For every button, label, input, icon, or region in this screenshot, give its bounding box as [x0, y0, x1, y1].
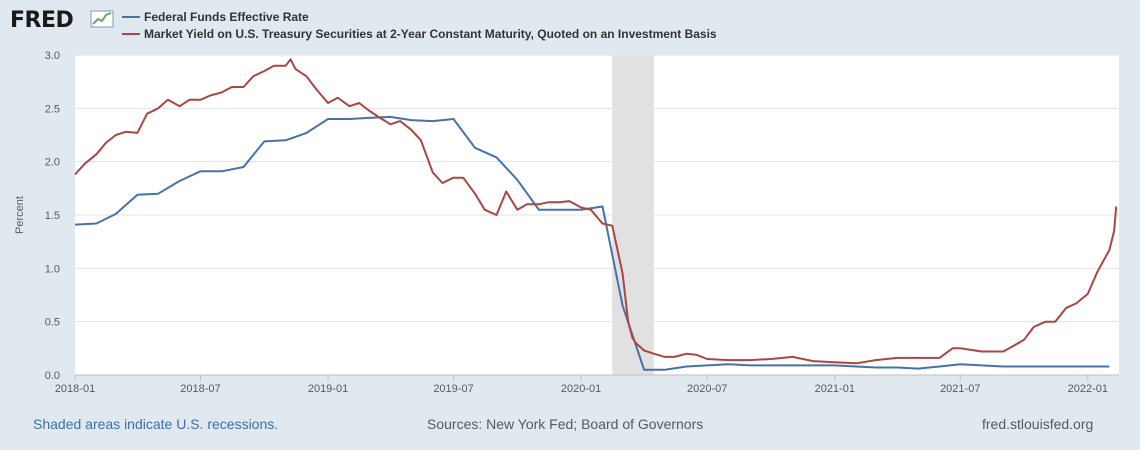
y-tick-label: 0.5 — [45, 317, 60, 329]
x-tick-label: 2020-01 — [561, 383, 601, 395]
legend-swatch-blue — [122, 16, 140, 18]
x-tick-label: 2021-07 — [940, 383, 980, 395]
y-tick-label: 3.0 — [45, 50, 60, 62]
x-tick-label: 2021-01 — [815, 383, 855, 395]
y-axis-label: Percent — [14, 196, 26, 234]
x-tick-label: 2022-01 — [1068, 383, 1108, 395]
fred-chart-icon — [90, 10, 114, 28]
series-line-2yr-treasury — [74, 58, 1118, 365]
x-tick-label: 2018-01 — [55, 383, 95, 395]
recession-note[interactable]: Shaded areas indicate U.S. recessions. — [33, 416, 279, 432]
sources-text: Sources: New York Fed; Board of Governor… — [427, 416, 704, 432]
x-tick-label: 2019-07 — [433, 383, 473, 395]
legend-label: Federal Funds Effective Rate — [144, 10, 309, 24]
x-tick-label: 2020-07 — [687, 383, 727, 395]
legend-swatch-red — [122, 33, 140, 35]
y-tick-label: 1.0 — [45, 263, 60, 275]
x-tick-label: 2019-01 — [308, 383, 348, 395]
y-tick-label: 1.5 — [45, 210, 60, 222]
fred-logo: FRED — [10, 8, 74, 33]
series-line-fed-funds — [74, 115, 1110, 371]
line-chart: 0.0 0.5 1.0 1.5 2.0 2.5 3.0 2018-01 2018-07 2019-… — [14, 50, 1119, 395]
y-tick-label: 2.5 — [45, 103, 60, 115]
site-link[interactable]: fred.stlouisfed.org — [982, 416, 1094, 432]
y-tick-label: 2.0 — [45, 157, 60, 169]
x-tick-label: 2018-07 — [180, 383, 220, 395]
legend-label: Market Yield on U.S. Treasury Securities… — [144, 27, 717, 41]
y-tick-label: 0.0 — [45, 370, 60, 382]
